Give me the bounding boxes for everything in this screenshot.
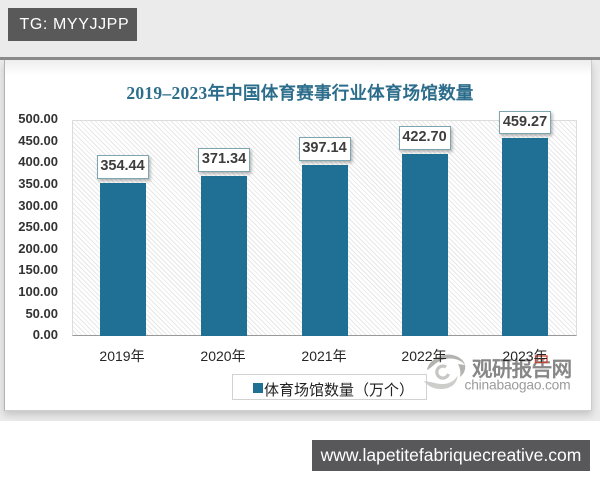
svg-text:观研报告网: 观研报告网 [472,357,572,381]
svg-text:chinabaogao.com: chinabaogao.com [465,378,571,393]
